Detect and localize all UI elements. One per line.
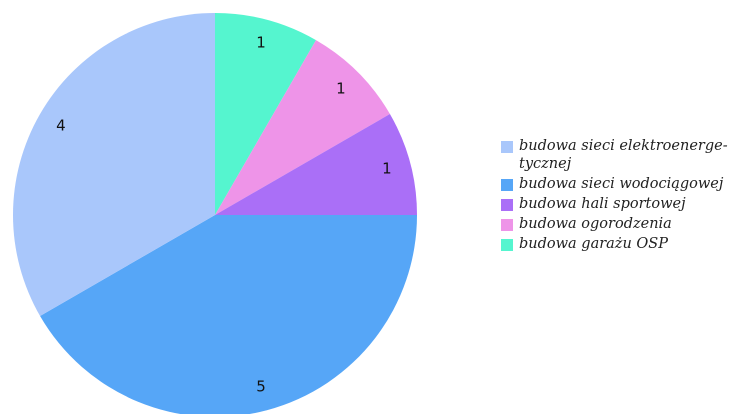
slice-value-label: 1 [256,34,266,52]
pie-slice [215,40,390,216]
legend-swatch [501,219,513,231]
legend-label-line: budowa sieci elektroenerge- [519,138,728,154]
pie-slice [215,114,417,215]
legend: budowa sieci elektroenerge-tycznej budowa… [501,137,745,255]
legend-label: budowa ogorodzenia [519,215,672,233]
legend-swatch [501,199,513,211]
legend-item: budowa sieci wodociągowej [501,175,745,193]
slice-value-label: 4 [56,117,66,135]
legend-label: budowa sieci wodociągowej [519,175,723,193]
legend-item: budowa sieci elektroenerge-tycznej [501,137,745,173]
legend-label-line: tycznej [519,156,572,172]
pie-slice [215,13,316,215]
slice-value-label: 5 [256,377,266,395]
legend-label: budowa garażu OSP [519,235,668,253]
pie-slice [40,215,417,414]
legend-swatch [501,141,513,153]
slice-value-label: 1 [336,80,346,98]
legend-label-line: budowa hali sportowej [519,196,686,212]
legend-swatch [501,239,513,251]
legend-label-line: budowa garażu OSP [519,236,668,252]
legend-label: budowa hali sportowej [519,195,686,213]
legend-item: budowa hali sportowej [501,195,745,213]
legend-label: budowa sieci elektroenerge-tycznej [519,137,728,173]
pie-slice [13,13,216,316]
legend-item: budowa ogorodzenia [501,215,745,233]
slice-value-label: 1 [382,159,392,177]
legend-item: budowa garażu OSP [501,235,745,253]
legend-label-line: budowa ogorodzenia [519,216,672,232]
legend-swatch [501,179,513,191]
legend-label-line: budowa sieci wodociągowej [519,176,724,192]
